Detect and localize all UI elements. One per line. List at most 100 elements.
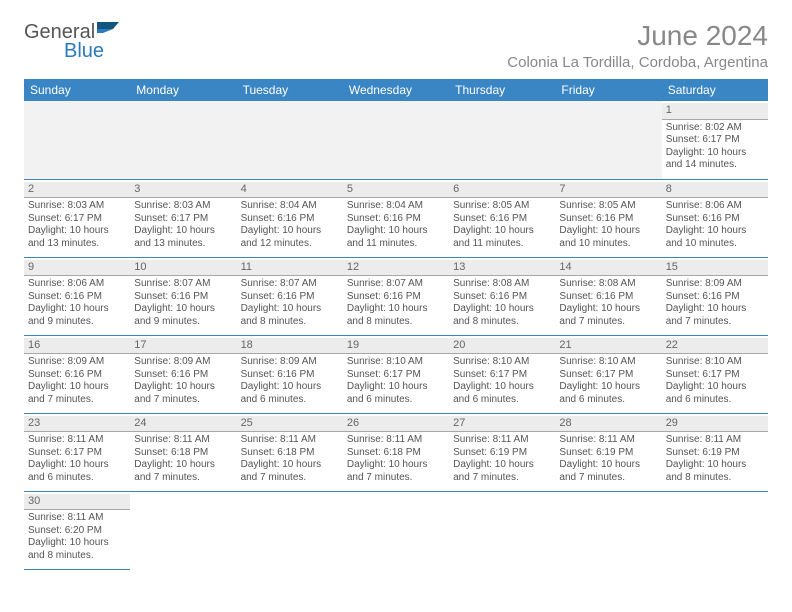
daylight-line: Daylight: 10 hours and 8 minutes. bbox=[666, 459, 764, 484]
sunrise-line: Sunrise: 8:07 AM bbox=[241, 278, 339, 291]
day-number: 1 bbox=[662, 103, 768, 120]
sunset-line: Sunset: 6:16 PM bbox=[347, 291, 445, 304]
day-number: 9 bbox=[24, 260, 130, 277]
day-number: 4 bbox=[237, 182, 343, 199]
calendar-day-cell: 26Sunrise: 8:11 AMSunset: 6:18 PMDayligh… bbox=[343, 413, 449, 491]
sunrise-line: Sunrise: 8:11 AM bbox=[28, 512, 126, 525]
sunrise-line: Sunrise: 8:02 AM bbox=[666, 122, 764, 135]
calendar-page: GeneralBlue June 2024 Colonia La Tordill… bbox=[0, 0, 792, 590]
weekday-header: Friday bbox=[555, 79, 661, 101]
day-number: 5 bbox=[343, 182, 449, 199]
sunrise-line: Sunrise: 8:04 AM bbox=[241, 200, 339, 213]
day-number: 28 bbox=[555, 416, 661, 433]
sunset-line: Sunset: 6:19 PM bbox=[559, 447, 657, 460]
daylight-line: Daylight: 10 hours and 10 minutes. bbox=[666, 225, 764, 250]
sunrise-line: Sunrise: 8:10 AM bbox=[347, 356, 445, 369]
daylight-line: Daylight: 10 hours and 8 minutes. bbox=[241, 303, 339, 328]
day-number: 17 bbox=[130, 338, 236, 355]
calendar-empty-cell bbox=[343, 491, 449, 569]
day-number: 8 bbox=[662, 182, 768, 199]
sunset-line: Sunset: 6:16 PM bbox=[241, 213, 339, 226]
calendar-day-cell: 27Sunrise: 8:11 AMSunset: 6:19 PMDayligh… bbox=[449, 413, 555, 491]
day-number: 21 bbox=[555, 338, 661, 355]
daylight-line: Daylight: 10 hours and 7 minutes. bbox=[559, 459, 657, 484]
sunset-line: Sunset: 6:19 PM bbox=[453, 447, 551, 460]
daylight-line: Daylight: 10 hours and 7 minutes. bbox=[453, 459, 551, 484]
sunset-line: Sunset: 6:17 PM bbox=[28, 447, 126, 460]
sunrise-line: Sunrise: 8:10 AM bbox=[666, 356, 764, 369]
calendar-empty-cell bbox=[449, 491, 555, 569]
sunrise-line: Sunrise: 8:09 AM bbox=[134, 356, 232, 369]
daylight-line: Daylight: 10 hours and 7 minutes. bbox=[241, 459, 339, 484]
day-number: 30 bbox=[24, 494, 130, 511]
sunset-line: Sunset: 6:16 PM bbox=[559, 213, 657, 226]
daylight-line: Daylight: 10 hours and 7 minutes. bbox=[134, 459, 232, 484]
sunset-line: Sunset: 6:17 PM bbox=[347, 369, 445, 382]
calendar-day-cell: 2Sunrise: 8:03 AMSunset: 6:17 PMDaylight… bbox=[24, 179, 130, 257]
sunset-line: Sunset: 6:16 PM bbox=[666, 213, 764, 226]
daylight-line: Daylight: 10 hours and 9 minutes. bbox=[134, 303, 232, 328]
calendar-empty-cell bbox=[237, 491, 343, 569]
calendar-day-cell: 7Sunrise: 8:05 AMSunset: 6:16 PMDaylight… bbox=[555, 179, 661, 257]
calendar-empty-cell bbox=[130, 101, 236, 179]
day-number: 15 bbox=[662, 260, 768, 277]
daylight-line: Daylight: 10 hours and 12 minutes. bbox=[241, 225, 339, 250]
calendar-day-cell: 16Sunrise: 8:09 AMSunset: 6:16 PMDayligh… bbox=[24, 335, 130, 413]
weekday-header: Tuesday bbox=[237, 79, 343, 101]
day-number: 22 bbox=[662, 338, 768, 355]
sunrise-line: Sunrise: 8:07 AM bbox=[134, 278, 232, 291]
sunrise-line: Sunrise: 8:09 AM bbox=[666, 278, 764, 291]
month-title: June 2024 bbox=[507, 20, 768, 52]
calendar-day-cell: 12Sunrise: 8:07 AMSunset: 6:16 PMDayligh… bbox=[343, 257, 449, 335]
weekday-header: Wednesday bbox=[343, 79, 449, 101]
calendar-day-cell: 22Sunrise: 8:10 AMSunset: 6:17 PMDayligh… bbox=[662, 335, 768, 413]
calendar-day-cell: 1 Sunrise: 8:02 AMSunset: 6:17 PMDaylight… bbox=[662, 101, 768, 179]
calendar-day-cell: 23Sunrise: 8:11 AMSunset: 6:17 PMDayligh… bbox=[24, 413, 130, 491]
calendar-row: 1 Sunrise: 8:02 AMSunset: 6:17 PMDaylight… bbox=[24, 101, 768, 179]
sunrise-line: Sunrise: 8:11 AM bbox=[134, 434, 232, 447]
sunset-line: Sunset: 6:16 PM bbox=[559, 291, 657, 304]
sunrise-line: Sunrise: 8:06 AM bbox=[666, 200, 764, 213]
day-number: 3 bbox=[130, 182, 236, 199]
sunset-line: Sunset: 6:17 PM bbox=[666, 369, 764, 382]
sunset-line: Sunset: 6:17 PM bbox=[666, 134, 764, 147]
sunrise-line: Sunrise: 8:11 AM bbox=[453, 434, 551, 447]
sunrise-line: Sunrise: 8:10 AM bbox=[559, 356, 657, 369]
calendar-day-cell: 4Sunrise: 8:04 AMSunset: 6:16 PMDaylight… bbox=[237, 179, 343, 257]
sunset-line: Sunset: 6:16 PM bbox=[134, 291, 232, 304]
sunrise-line: Sunrise: 8:11 AM bbox=[666, 434, 764, 447]
calendar-day-cell: 9Sunrise: 8:06 AMSunset: 6:16 PMDaylight… bbox=[24, 257, 130, 335]
sunset-line: Sunset: 6:20 PM bbox=[28, 525, 126, 538]
sunrise-line: Sunrise: 8:07 AM bbox=[347, 278, 445, 291]
calendar-day-cell: 25Sunrise: 8:11 AMSunset: 6:18 PMDayligh… bbox=[237, 413, 343, 491]
sunset-line: Sunset: 6:16 PM bbox=[347, 213, 445, 226]
day-number: 19 bbox=[343, 338, 449, 355]
daylight-line: Daylight: 10 hours and 10 minutes. bbox=[559, 225, 657, 250]
calendar-empty-cell bbox=[237, 101, 343, 179]
daylight-line: Daylight: 10 hours and 6 minutes. bbox=[559, 381, 657, 406]
sunrise-line: Sunrise: 8:05 AM bbox=[453, 200, 551, 213]
calendar-day-cell: 15Sunrise: 8:09 AMSunset: 6:16 PMDayligh… bbox=[662, 257, 768, 335]
logo: GeneralBlue bbox=[24, 20, 119, 63]
calendar-day-cell: 8Sunrise: 8:06 AMSunset: 6:16 PMDaylight… bbox=[662, 179, 768, 257]
calendar-row: 9Sunrise: 8:06 AMSunset: 6:16 PMDaylight… bbox=[24, 257, 768, 335]
daylight-line: Daylight: 10 hours and 13 minutes. bbox=[134, 225, 232, 250]
daylight-line: Daylight: 10 hours and 14 minutes. bbox=[666, 147, 764, 172]
sunset-line: Sunset: 6:16 PM bbox=[453, 291, 551, 304]
day-number: 6 bbox=[449, 182, 555, 199]
sunset-line: Sunset: 6:16 PM bbox=[666, 291, 764, 304]
day-number: 2 bbox=[24, 182, 130, 199]
sunset-line: Sunset: 6:18 PM bbox=[241, 447, 339, 460]
calendar-row: 16Sunrise: 8:09 AMSunset: 6:16 PMDayligh… bbox=[24, 335, 768, 413]
calendar-day-cell: 11Sunrise: 8:07 AMSunset: 6:16 PMDayligh… bbox=[237, 257, 343, 335]
daylight-line: Daylight: 10 hours and 9 minutes. bbox=[28, 303, 126, 328]
day-number: 10 bbox=[130, 260, 236, 277]
logo-text-part2: Blue bbox=[64, 40, 119, 63]
daylight-line: Daylight: 10 hours and 7 minutes. bbox=[666, 303, 764, 328]
calendar-table: SundayMondayTuesdayWednesdayThursdayFrid… bbox=[24, 79, 768, 570]
daylight-line: Daylight: 10 hours and 13 minutes. bbox=[28, 225, 126, 250]
sunrise-line: Sunrise: 8:09 AM bbox=[28, 356, 126, 369]
calendar-day-cell: 30Sunrise: 8:11 AMSunset: 6:20 PMDayligh… bbox=[24, 491, 130, 569]
day-number: 13 bbox=[449, 260, 555, 277]
day-number: 14 bbox=[555, 260, 661, 277]
